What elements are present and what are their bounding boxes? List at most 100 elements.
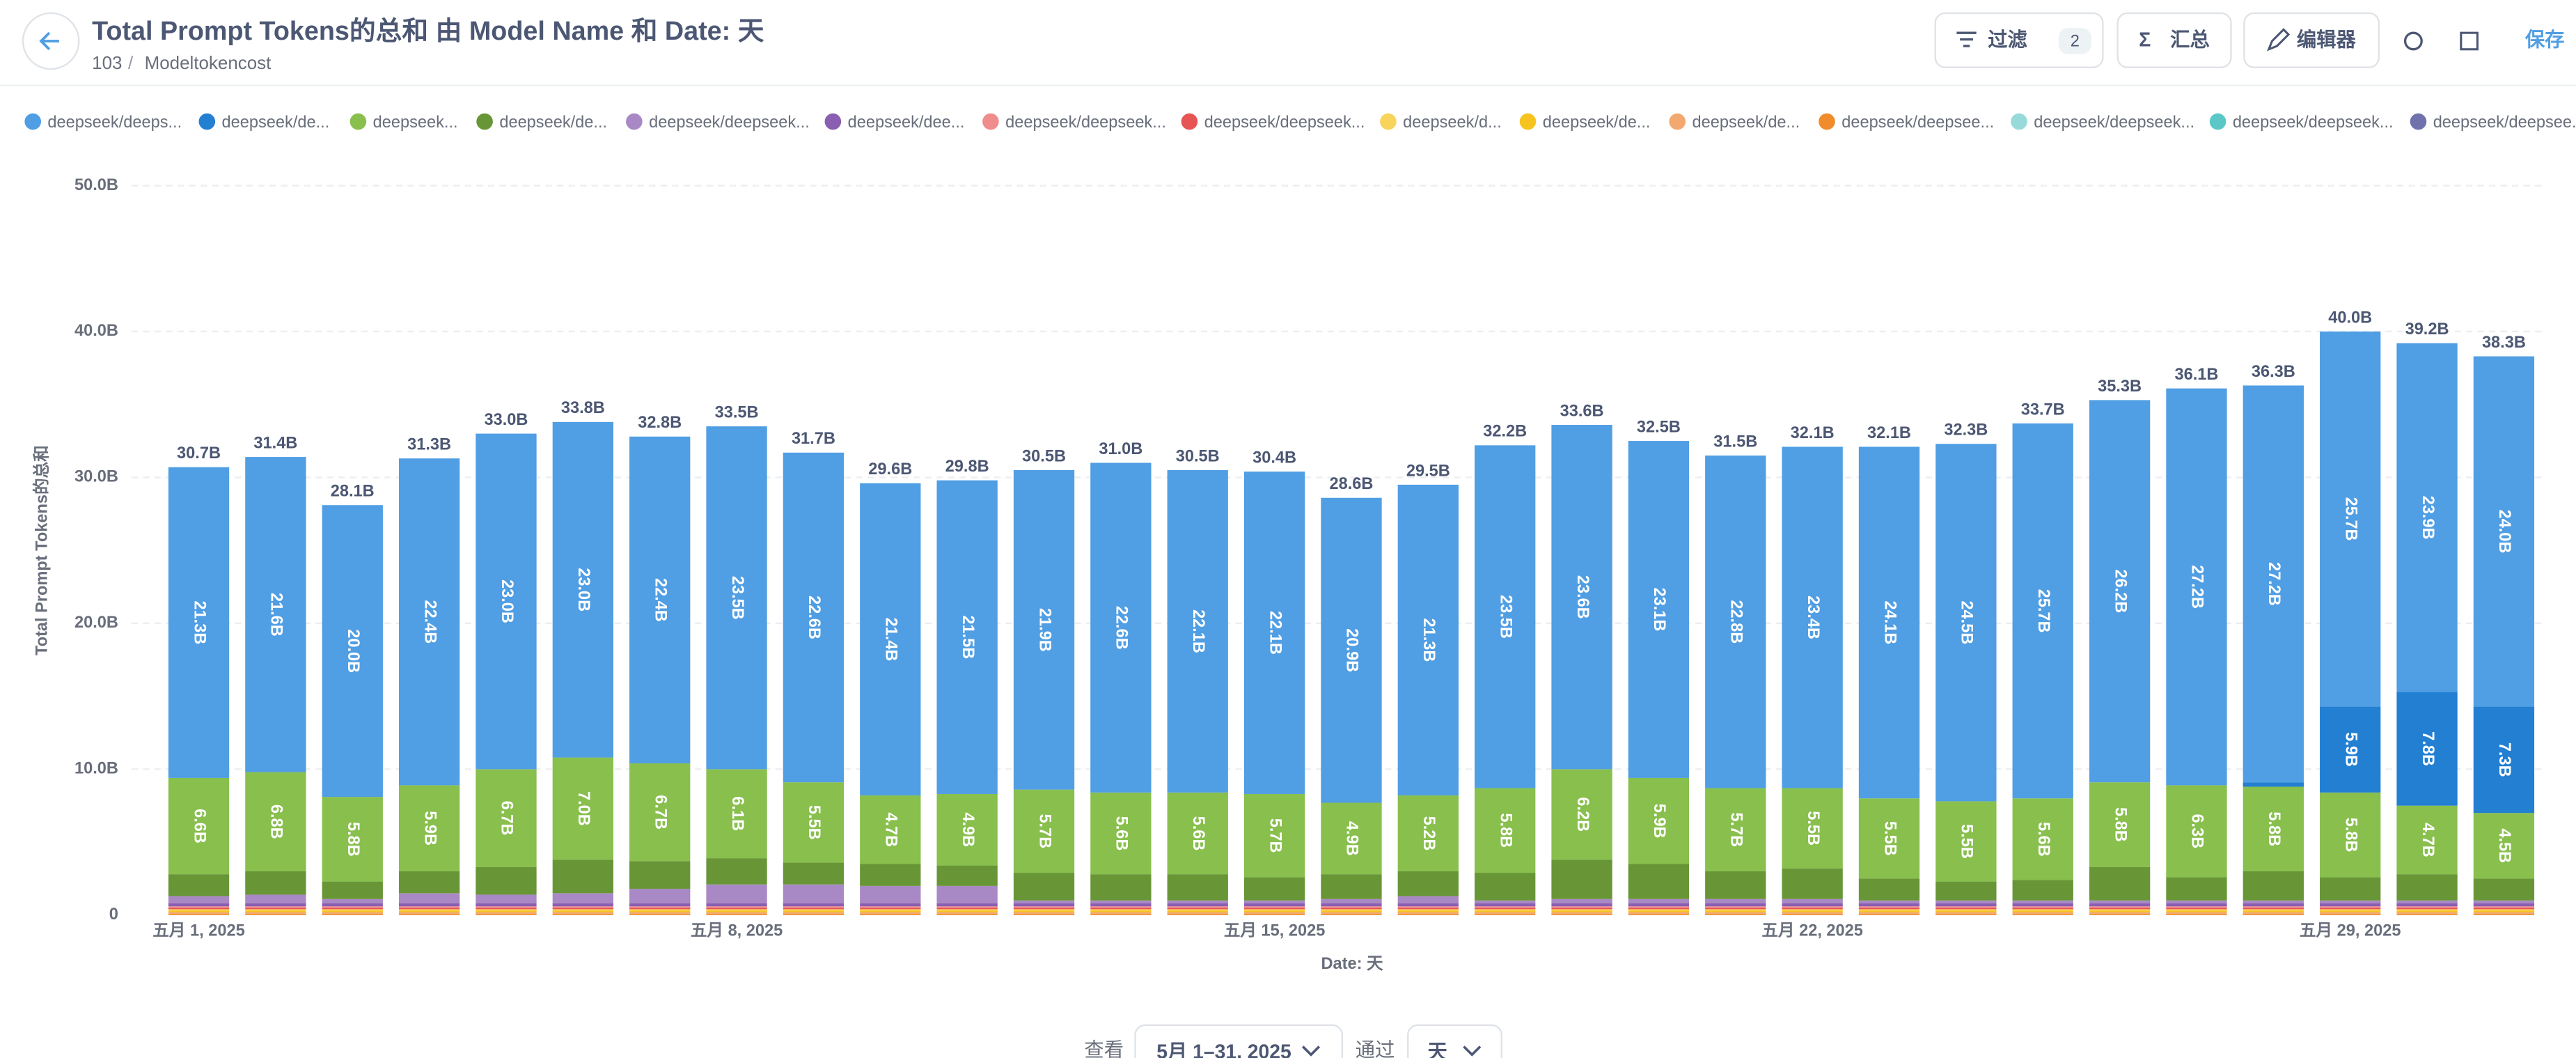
segment-label: 5.5B (1805, 811, 1823, 846)
bar-segment (2320, 706, 2381, 793)
y-tick-label: 50.0B (74, 176, 118, 194)
legend-label[interactable]: deepseek/deepsee... (2433, 113, 2576, 131)
bar-segment (1628, 777, 1690, 864)
filter-label: 过滤 (1988, 28, 2027, 50)
bar-segment (1321, 903, 1382, 907)
bar-segment (476, 910, 537, 912)
bar-segment (2089, 908, 2151, 910)
total-label: 30.7B (177, 444, 221, 462)
bar-segment (2243, 913, 2304, 915)
bar-segment (2012, 900, 2073, 904)
bar-segment (1858, 909, 1920, 911)
bar-segment (936, 906, 998, 908)
legend-label[interactable]: deepseek/deeps... (47, 113, 182, 131)
legend-label[interactable]: deepseek/de... (1543, 113, 1651, 131)
bar-segment (1167, 909, 1228, 911)
editor-button[interactable] (2243, 12, 2380, 68)
bar-segment (552, 908, 613, 910)
bar-segment (1475, 908, 1536, 910)
bar-segment (322, 881, 383, 899)
save-button[interactable]: 保存 (2525, 28, 2565, 50)
breadcrumb-id[interactable]: 103 (92, 54, 122, 73)
segment-label: 4.5B (2496, 828, 2514, 863)
segment-label: 24.1B (1881, 600, 1899, 644)
segment-label: 25.7B (2035, 589, 2053, 633)
bar-segment (783, 452, 845, 783)
legend-label[interactable]: deepseek/de... (1692, 113, 1800, 131)
bar-segment (2473, 908, 2535, 910)
bar-segment (1551, 910, 1612, 912)
bar-segment (1243, 472, 1305, 794)
legend-label[interactable]: deepseek/deepseek... (2233, 113, 2394, 131)
bar-segment (245, 894, 306, 904)
bar-segment (2012, 880, 2073, 901)
bar-segment (552, 859, 613, 894)
bar-segment (2396, 343, 2458, 692)
filter-icon (1956, 31, 1977, 47)
legend-label[interactable]: deepseek/deepsee... (1841, 113, 1994, 131)
breadcrumb-sep: / (128, 54, 134, 73)
x-tick-label: 五月 29, 2025 (2300, 921, 2401, 940)
unit-button[interactable] (1407, 1024, 1502, 1058)
bar-segment (860, 864, 921, 886)
total-label: 36.3B (2252, 362, 2295, 380)
legend-label[interactable]: deepseek/dee... (848, 113, 965, 131)
bar-segment (1782, 446, 1843, 788)
legend-label[interactable]: deepseek/deepseek... (649, 113, 810, 131)
legend-label[interactable]: deepseek/deepseek... (1204, 113, 1365, 131)
breadcrumb-table[interactable]: Modeltokencost (145, 54, 272, 73)
bar-segment (2012, 423, 2073, 799)
segment-label: 5.5B (1881, 821, 1899, 856)
bar-segment (2243, 786, 2304, 871)
refresh-button[interactable] (2403, 31, 2423, 51)
bar-segment (936, 885, 998, 904)
segment-label: 23.4B (1805, 596, 1823, 639)
bar-segment (168, 896, 230, 904)
date-range-button[interactable] (1134, 1024, 1344, 1058)
segment-label: 22.1B (1266, 611, 1285, 655)
bar-segment (860, 483, 921, 796)
segment-label: 7.3B (2496, 742, 2514, 777)
summarize-button[interactable] (2116, 12, 2232, 68)
segment-label: 23.0B (498, 579, 517, 623)
bar-segment (1935, 909, 1997, 911)
filter-button[interactable] (1934, 12, 2104, 68)
bar-segment (1628, 912, 1690, 914)
bar-segment (1475, 873, 1536, 901)
bar-segment (1628, 906, 1690, 908)
bar-segment (2089, 866, 2151, 901)
legend-label[interactable]: deepseek/deepseek... (2034, 113, 2194, 131)
bar-segment (2396, 874, 2458, 901)
bar-segment (552, 910, 613, 912)
x-tick-label: 五月 22, 2025 (1761, 921, 1863, 940)
bar-segment (629, 908, 691, 910)
bar-segment (322, 797, 383, 882)
bar-segment (706, 908, 767, 910)
segment-label: 5.5B (806, 805, 824, 840)
bar-segment (1935, 913, 1997, 915)
bar-segment (168, 903, 230, 907)
bar-segment (398, 903, 460, 907)
legend-label[interactable]: deepseek/de... (222, 113, 330, 131)
bar-segment (706, 426, 767, 770)
bar-segment (706, 910, 767, 912)
segment-label: 5.8B (2265, 811, 2284, 846)
share-button[interactable] (2460, 31, 2479, 51)
bar-segment (706, 858, 767, 885)
total-label: 36.1B (2174, 365, 2218, 383)
bar-segment (2012, 906, 2073, 908)
legend-label[interactable]: deepseek/deepseek... (1005, 113, 1166, 131)
legend-label[interactable]: deepseek/d... (1403, 113, 1502, 131)
bar-segment (1397, 903, 1459, 907)
bar-segment (1551, 769, 1612, 860)
bar-segment (1167, 874, 1228, 901)
x-axis-title: Date: 天 (1321, 954, 1383, 972)
bar-segment (2243, 900, 2304, 904)
segment-label: 22.8B (1728, 600, 1746, 644)
bar-segment (1243, 906, 1305, 908)
bar-segment (1167, 908, 1228, 910)
legend-label[interactable]: deepseek... (373, 113, 458, 131)
legend-label[interactable]: deepseek/de... (499, 113, 607, 131)
segment-label: 4.9B (1344, 821, 1362, 856)
